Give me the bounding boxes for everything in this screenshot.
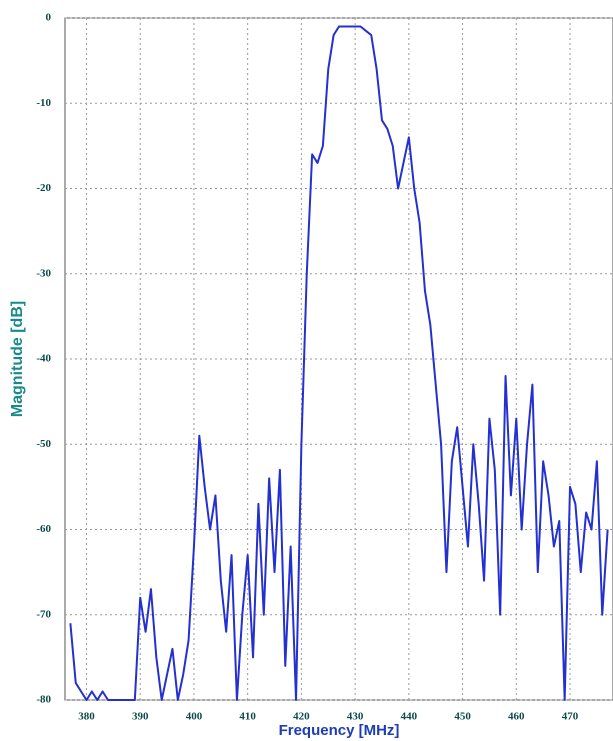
x-tick-label: 450 (454, 711, 471, 723)
data-line (69, 25, 609, 701)
y-axis-label: Magnitude [dB] (9, 301, 26, 417)
x-tick-label: 400 (186, 711, 203, 723)
y-tick-label: -60 (36, 523, 51, 535)
y-tick-label: -80 (36, 694, 51, 706)
x-tick-label: 380 (78, 711, 95, 723)
y-tick-label: -40 (36, 353, 51, 365)
x-axis-label: Frequency [MHz] (279, 722, 400, 739)
x-tick-label: 420 (293, 711, 310, 723)
x-tick-label: 430 (347, 711, 364, 723)
y-tick-label: -20 (36, 182, 51, 194)
x-tick-label: 460 (508, 711, 525, 723)
y-tick-label: -70 (36, 608, 51, 620)
y-tick-label: -10 (36, 97, 51, 109)
x-tick-label: 390 (132, 711, 149, 723)
x-tick-label: 470 (562, 711, 579, 723)
y-tick-label: -50 (36, 438, 51, 450)
x-tick-label: 410 (239, 711, 256, 723)
y-tick-label: 0 (46, 12, 52, 24)
y-tick-label: -30 (36, 267, 51, 279)
x-tick-label: 440 (401, 711, 418, 723)
